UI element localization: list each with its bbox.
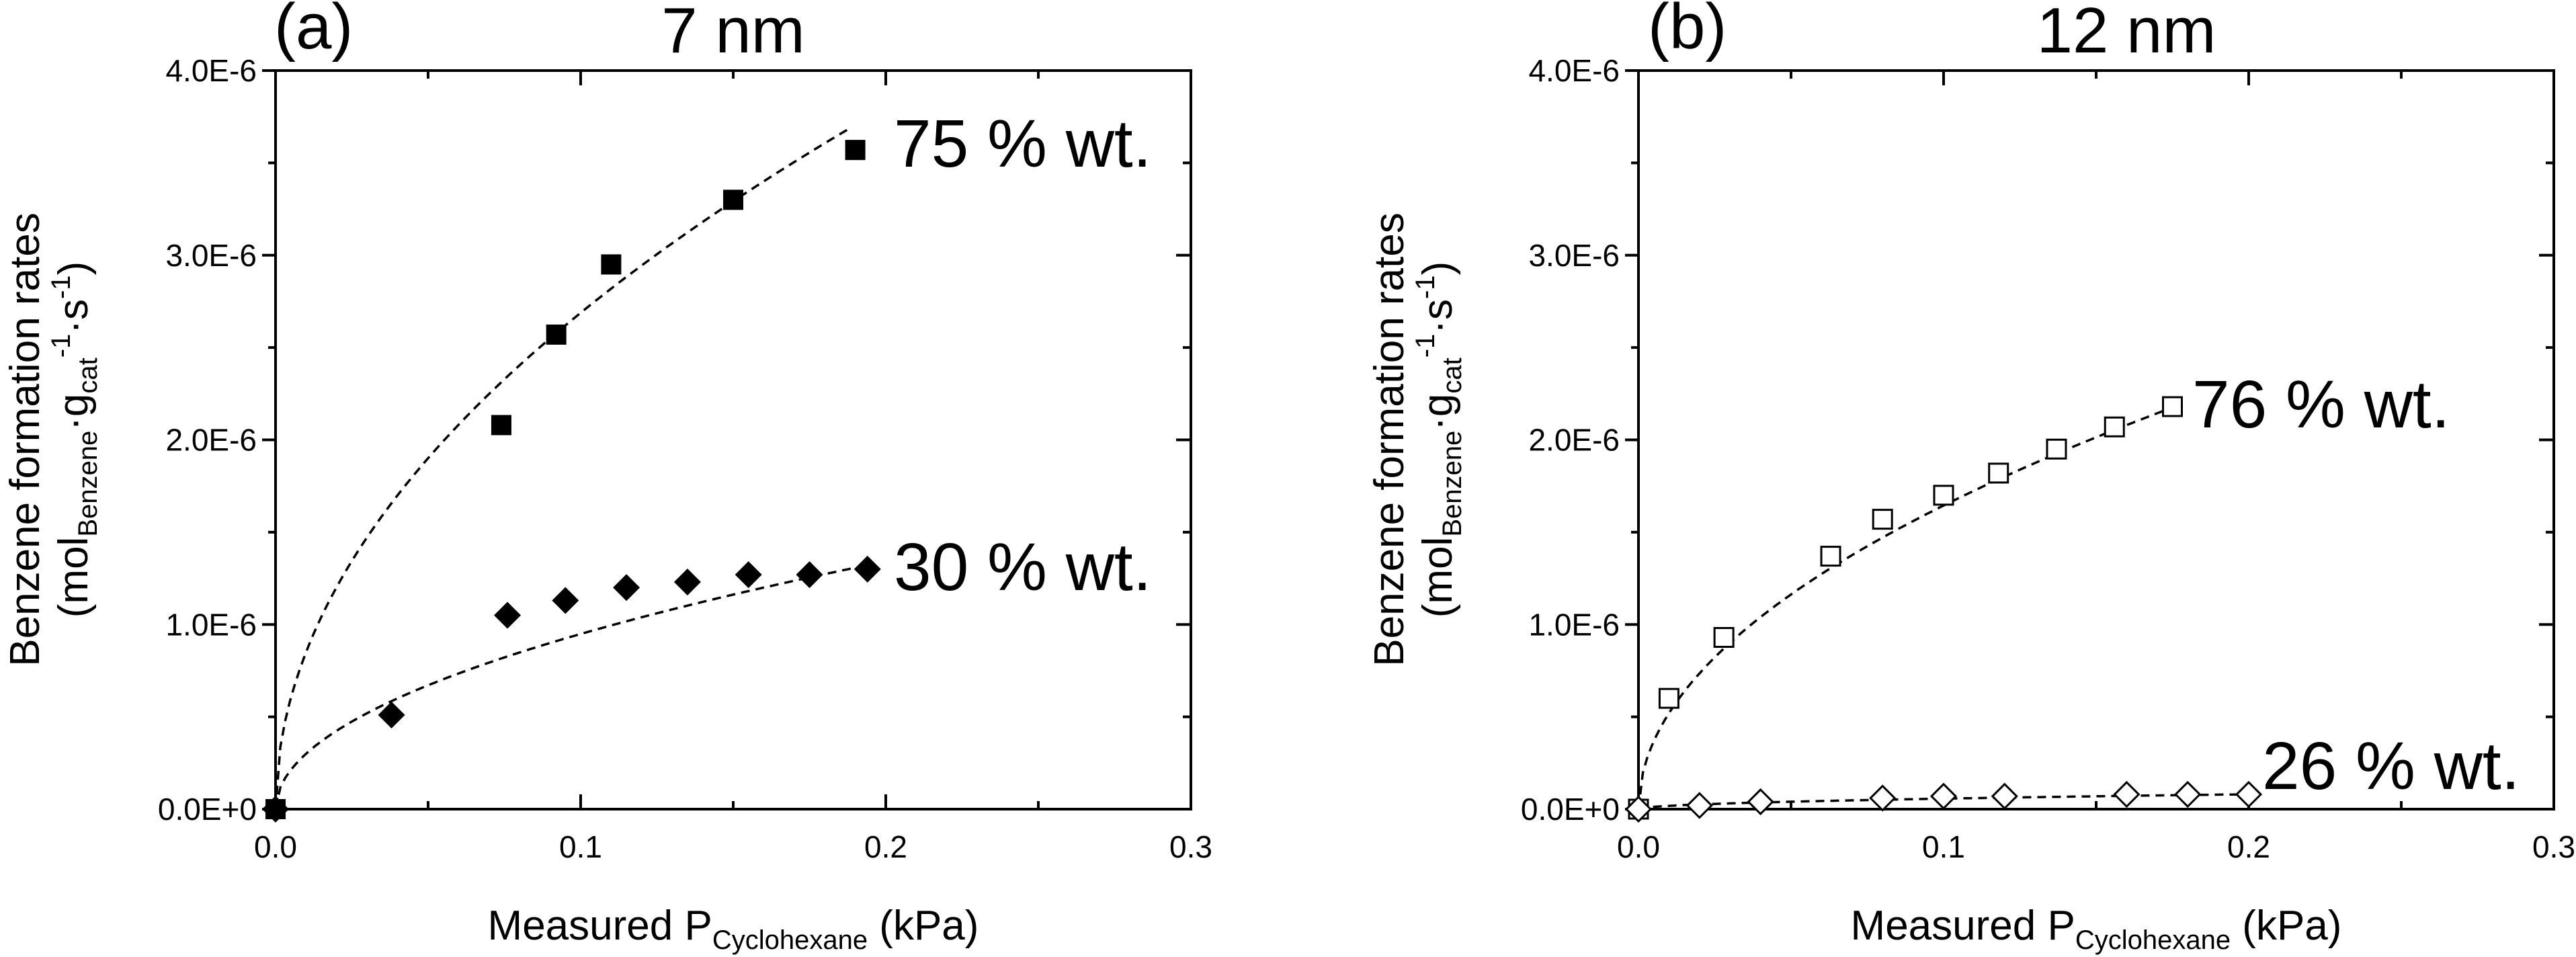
- panel-b-series-26-wt-point: [1747, 788, 1774, 816]
- panel-a-markers: [262, 140, 881, 823]
- panel-b-y-axis-title: Benzene formation rates (molBenzene·gcat…: [1366, 212, 1467, 667]
- panel-a-y-axis-title-line1: Benzene formation rates: [2, 212, 48, 667]
- panel-b-series-76-wt-point: [2046, 438, 2067, 460]
- panel-a-ticks: 0.0 0.1 0.2 0.3 0.0E+0 1.0E-6 2.0E-6 3.0E-6 4.0E…: [158, 53, 1212, 864]
- panel-a-series-75-wt-fit-curve: [274, 127, 850, 810]
- panel-b-y-tick-label: 2.0E-6: [1528, 423, 1620, 458]
- panel-b-y-axis-title-line1: Benzene formation rates: [1366, 212, 1413, 667]
- panel-b-y-tick-label: 4.0E-6: [1528, 53, 1620, 88]
- panel-a-series-annotation-30: 30 % wt.: [894, 530, 1152, 605]
- panel-b-series-annotation-26: 26 % wt.: [2262, 729, 2520, 804]
- panel-b-series-76-wt-point: [1933, 485, 1954, 506]
- panel-a-series-75-wt-point: [601, 254, 622, 275]
- panel-a-x-tick-label: 0.0: [254, 829, 297, 864]
- panel-b-series-26-wt-point: [2113, 780, 2141, 808]
- panel-b-y-tick-label: 0.0E+0: [1521, 792, 1620, 827]
- panel-a-y-tick-label: 4.0E-6: [165, 53, 257, 88]
- panel-b-markers: [1624, 396, 2263, 823]
- panel-a-x-tick-label: 0.2: [864, 829, 907, 864]
- panel-b-label: (b): [1648, 0, 1727, 63]
- panel-a-series-75-wt-point: [723, 190, 743, 210]
- panel-a-y-tick-label: 1.0E-6: [165, 607, 257, 642]
- panel-a-series-30-wt-point: [796, 561, 823, 589]
- panel-a-series-30-wt-point: [735, 561, 762, 589]
- panel-a-x-tick-label: 0.1: [559, 829, 602, 864]
- panel-b-series-26-wt-point: [1686, 792, 1713, 819]
- panel-b-y-axis-title-line2: (molBenzene·gcat-1·s-1): [1411, 261, 1467, 618]
- panel-a-title: 7 nm: [661, 0, 804, 67]
- panel-a-y-axis-title-line2: (molBenzene·gcat-1·s-1): [46, 261, 103, 618]
- panel-b-series-76-wt-point: [1872, 509, 1893, 530]
- panel-a-series-75-wt-point: [845, 140, 866, 161]
- panel-b-series-26-wt-point: [1624, 795, 1653, 823]
- panel-a-series-annotation-75: 75 % wt.: [894, 106, 1152, 181]
- panel-a-y-tick-label: 0.0E+0: [158, 792, 257, 827]
- panel-a-series-30-wt-point: [494, 601, 522, 629]
- panel-b-series-26-wt-point: [2235, 780, 2263, 808]
- panel-a-series-30-wt-point: [262, 796, 289, 823]
- panel-b: 0.0 0.1 0.2 0.3 0.0E+0 1.0E-6 2.0E-6 3.0E-6 4.0E…: [1366, 0, 2575, 955]
- panel-a-series-75-wt-point: [546, 324, 567, 345]
- panel-b-series-annotation-76: 76 % wt.: [2192, 367, 2450, 442]
- panel-b-series-76-wt-point: [1658, 688, 1679, 709]
- panel-a-x-tick-label: 0.3: [1169, 829, 1212, 864]
- panel-b-x-tick-label: 0.1: [1922, 829, 1965, 864]
- panel-b-series-26-wt-point: [1991, 782, 2018, 810]
- panel-b-fit-curves: [1637, 406, 2249, 810]
- panel-a-label: (a): [274, 0, 353, 63]
- panel-a-series-30-wt-fit-curve: [274, 563, 874, 810]
- panel-b-x-tick-label: 0.2: [2227, 829, 2270, 864]
- panel-b-series-26-wt-point: [1869, 784, 1897, 812]
- panel-b-x-tick-label: 0.0: [1617, 829, 1660, 864]
- panel-a-y-tick-label: 3.0E-6: [165, 238, 257, 273]
- panel-b-x-axis-title: Measured PCyclohexane (kPa): [1851, 903, 2342, 955]
- panel-a-series-30-wt-point: [378, 701, 405, 729]
- panel-a: 0.0 0.1 0.2 0.3 0.0E+0 1.0E-6 2.0E-6 3.0E-6 4.0E…: [2, 0, 1212, 955]
- panel-b-series-26-wt-fit-curve: [1638, 793, 2249, 810]
- panel-b-x-tick-label: 0.3: [2532, 829, 2575, 864]
- panel-b-y-tick-label: 1.0E-6: [1528, 607, 1620, 642]
- panel-a-series-75-wt-point: [491, 415, 511, 435]
- panel-b-series-76-wt-point: [2104, 416, 2125, 438]
- panel-b-series-26-wt-point: [1929, 782, 1958, 810]
- panel-b-series-76-wt-point: [1988, 462, 2009, 484]
- panel-a-series-30-wt-point: [673, 569, 701, 596]
- panel-a-series-30-wt-point: [613, 574, 640, 601]
- panel-a-x-axis-title: Measured PCyclohexane (kPa): [488, 903, 979, 955]
- panel-a-series-30-wt-point: [552, 587, 579, 614]
- panel-b-series-26-wt-point: [2174, 780, 2202, 808]
- panel-a-fit-curves: [274, 127, 874, 810]
- panel-a-series-30-wt-point: [854, 555, 881, 583]
- panel-b-y-tick-label: 3.0E-6: [1528, 238, 1620, 273]
- panel-b-ticks: 0.0 0.1 0.2 0.3 0.0E+0 1.0E-6 2.0E-6 3.0E-6 4.0E…: [1521, 53, 2575, 864]
- panel-b-series-76-wt-point: [2162, 396, 2183, 417]
- panel-b-series-76-wt-point: [1713, 626, 1735, 648]
- panel-a-y-axis-title: Benzene formation rates (molBenzene·gcat…: [2, 212, 103, 667]
- panel-a-y-tick-label: 2.0E-6: [165, 423, 257, 458]
- panel-b-series-76-wt-fit-curve: [1637, 406, 2173, 810]
- panel-b-series-76-wt-point: [1820, 546, 1841, 567]
- panel-b-title: 12 nm: [2037, 0, 2216, 67]
